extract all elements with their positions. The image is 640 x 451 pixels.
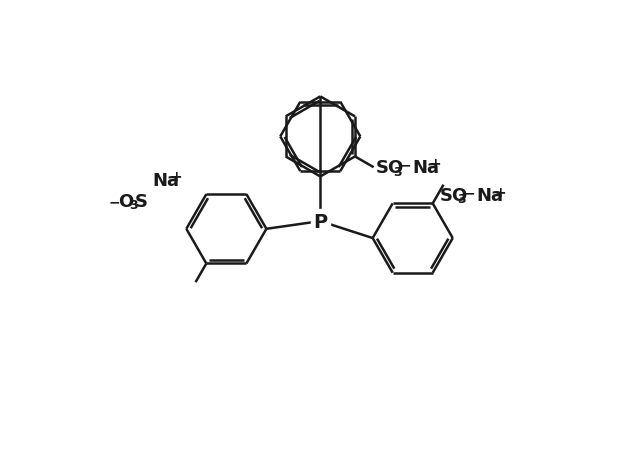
Text: 3: 3	[129, 199, 138, 212]
Text: Na: Na	[412, 159, 439, 177]
Text: SO: SO	[440, 187, 468, 205]
Text: +: +	[429, 157, 441, 171]
Text: S: S	[135, 193, 148, 211]
Text: Na: Na	[152, 172, 179, 190]
Text: −: −	[399, 158, 411, 172]
Text: O: O	[118, 193, 133, 211]
Text: Na: Na	[477, 187, 504, 205]
Text: SO: SO	[376, 159, 404, 177]
Text: −: −	[463, 186, 475, 200]
Text: +: +	[171, 170, 182, 184]
Text: 3: 3	[458, 193, 466, 206]
Text: 3: 3	[394, 165, 403, 178]
Text: +: +	[494, 185, 506, 199]
Text: P: P	[313, 212, 328, 231]
Text: −: −	[109, 195, 120, 209]
